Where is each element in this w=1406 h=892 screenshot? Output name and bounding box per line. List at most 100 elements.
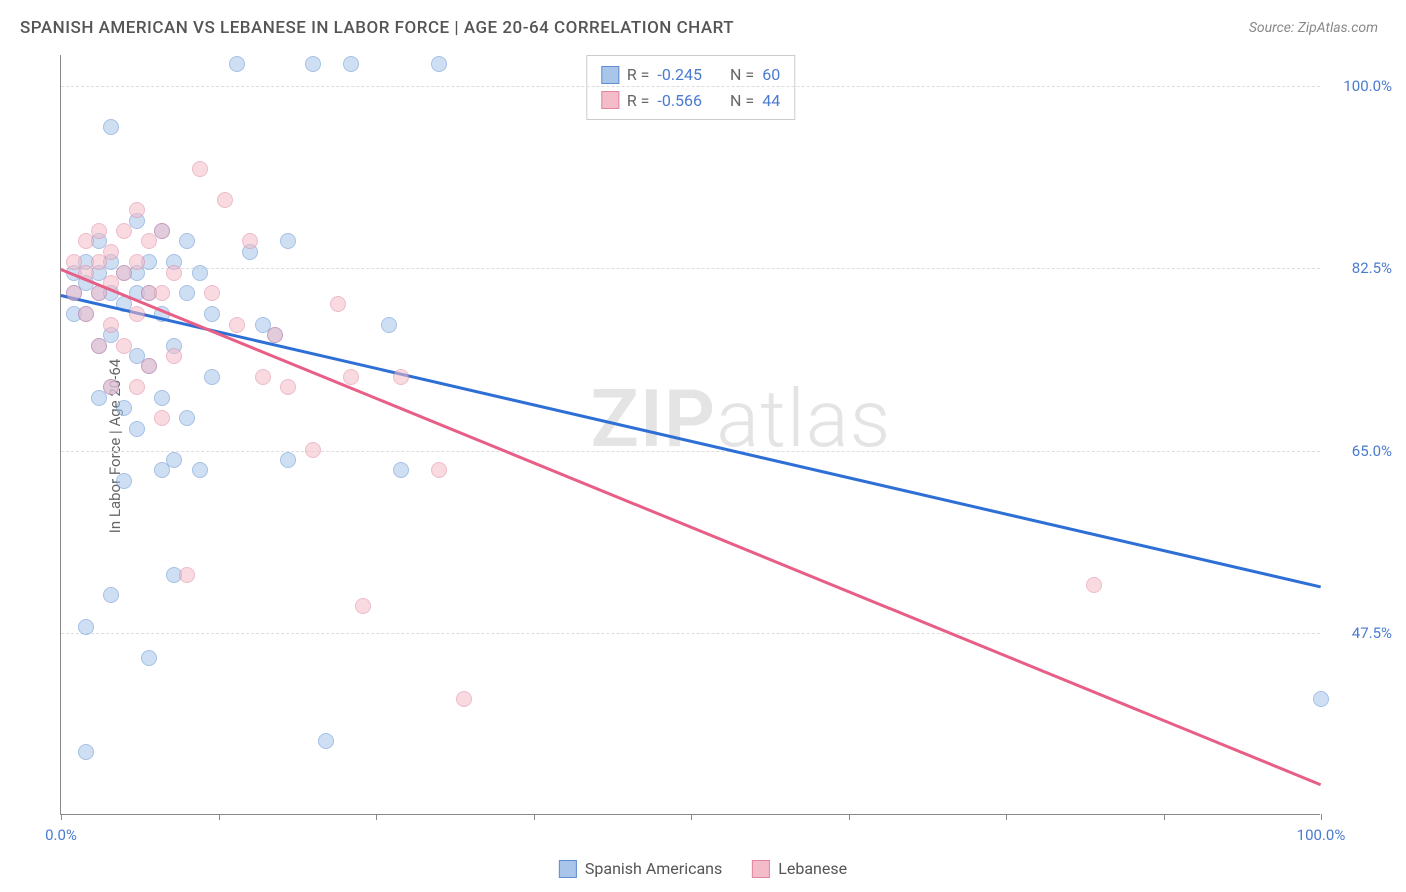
point-spanish xyxy=(343,56,359,72)
point-lebanese xyxy=(154,410,170,426)
point-lebanese xyxy=(343,369,359,385)
xtick-label: 0.0% xyxy=(45,826,77,844)
legend-label-lebanese: Lebanese xyxy=(778,859,847,878)
point-spanish xyxy=(141,650,157,666)
legend-item-spanish: Spanish Americans xyxy=(559,859,722,878)
watermark-zip: ZIP xyxy=(590,372,716,466)
point-lebanese xyxy=(431,462,447,478)
point-lebanese xyxy=(355,598,371,614)
point-lebanese xyxy=(166,348,182,364)
point-spanish xyxy=(103,587,119,603)
trendline-lebanese xyxy=(61,269,1322,787)
gridline xyxy=(61,86,1320,87)
swatch-lebanese xyxy=(601,91,619,109)
point-lebanese xyxy=(229,317,245,333)
point-spanish xyxy=(179,233,195,249)
point-lebanese xyxy=(280,379,296,395)
xtick xyxy=(1321,814,1322,820)
point-spanish xyxy=(204,369,220,385)
xtick xyxy=(691,814,692,820)
legend-n-lebanese: 44 xyxy=(762,88,780,114)
point-lebanese xyxy=(166,265,182,281)
point-spanish xyxy=(1313,691,1329,707)
xtick xyxy=(376,814,377,820)
point-spanish xyxy=(78,744,94,760)
point-lebanese xyxy=(78,306,94,322)
point-lebanese xyxy=(393,369,409,385)
ytick-label: 82.5% xyxy=(1332,259,1392,277)
point-lebanese xyxy=(141,358,157,374)
point-spanish xyxy=(129,421,145,437)
point-spanish xyxy=(204,306,220,322)
xtick xyxy=(219,814,220,820)
point-lebanese xyxy=(91,223,107,239)
legend-series: Spanish Americans Lebanese xyxy=(559,859,847,878)
xtick xyxy=(61,814,62,820)
point-lebanese xyxy=(305,442,321,458)
point-lebanese xyxy=(116,338,132,354)
point-spanish xyxy=(154,390,170,406)
point-lebanese xyxy=(129,202,145,218)
point-spanish xyxy=(192,462,208,478)
ytick-label: 65.0% xyxy=(1332,442,1392,460)
point-spanish xyxy=(381,317,397,333)
point-spanish xyxy=(229,56,245,72)
point-spanish xyxy=(192,265,208,281)
point-spanish xyxy=(280,452,296,468)
point-lebanese xyxy=(204,285,220,301)
legend-correlation: R = -0.245 N = 60 R = -0.566 N = 44 xyxy=(586,55,795,120)
ytick-label: 47.5% xyxy=(1332,624,1392,642)
point-lebanese xyxy=(154,223,170,239)
point-lebanese xyxy=(255,369,271,385)
point-lebanese xyxy=(91,338,107,354)
legend-r-label: R = xyxy=(627,62,650,88)
point-spanish xyxy=(116,400,132,416)
chart-title: SPANISH AMERICAN VS LEBANESE IN LABOR FO… xyxy=(20,18,734,38)
point-spanish xyxy=(116,473,132,489)
point-lebanese xyxy=(456,691,472,707)
point-lebanese xyxy=(103,244,119,260)
xtick xyxy=(534,814,535,820)
source-label: Source: ZipAtlas.com xyxy=(1249,20,1378,36)
swatch-lebanese xyxy=(752,860,770,878)
plot-area: R = -0.245 N = 60 R = -0.566 N = 44 ZIPa… xyxy=(60,55,1320,815)
gridline xyxy=(61,268,1320,269)
legend-r-lebanese: -0.566 xyxy=(657,88,702,114)
point-lebanese xyxy=(129,379,145,395)
point-lebanese xyxy=(267,327,283,343)
point-spanish xyxy=(305,56,321,72)
point-spanish xyxy=(280,233,296,249)
point-lebanese xyxy=(217,192,233,208)
point-lebanese xyxy=(66,285,82,301)
point-spanish xyxy=(78,619,94,635)
xtick xyxy=(1164,814,1165,820)
point-spanish xyxy=(179,410,195,426)
point-lebanese xyxy=(179,567,195,583)
xtick-label: 100.0% xyxy=(1297,826,1346,844)
point-lebanese xyxy=(242,233,258,249)
point-spanish xyxy=(179,285,195,301)
swatch-spanish xyxy=(601,66,619,84)
legend-row-lebanese: R = -0.566 N = 44 xyxy=(601,88,780,114)
gridline xyxy=(61,633,1320,634)
point-lebanese xyxy=(1086,577,1102,593)
point-lebanese xyxy=(116,223,132,239)
legend-n-label: N = xyxy=(730,62,754,88)
legend-n-spanish: 60 xyxy=(762,62,780,88)
point-lebanese xyxy=(192,161,208,177)
point-lebanese xyxy=(103,317,119,333)
point-spanish xyxy=(166,452,182,468)
gridline xyxy=(61,451,1320,452)
xtick xyxy=(1006,814,1007,820)
legend-r-label: R = xyxy=(627,88,650,114)
point-spanish xyxy=(318,733,334,749)
legend-n-label: N = xyxy=(730,88,754,114)
xtick xyxy=(849,814,850,820)
trendline-spanish xyxy=(61,294,1322,588)
point-lebanese xyxy=(330,296,346,312)
legend-item-lebanese: Lebanese xyxy=(752,859,847,878)
legend-r-spanish: -0.245 xyxy=(657,62,702,88)
swatch-spanish xyxy=(559,860,577,878)
point-spanish xyxy=(393,462,409,478)
legend-row-spanish: R = -0.245 N = 60 xyxy=(601,62,780,88)
